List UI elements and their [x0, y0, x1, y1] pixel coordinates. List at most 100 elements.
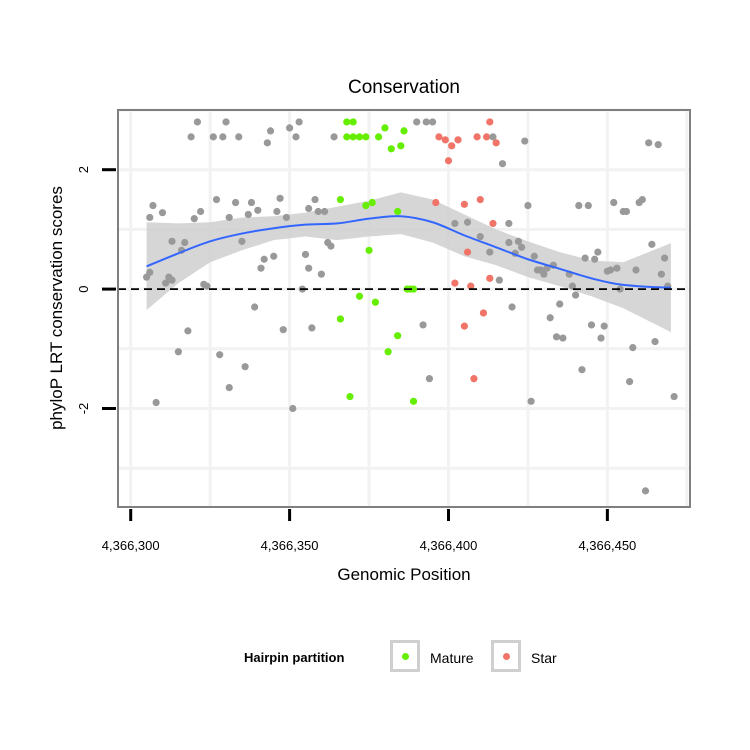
data-point-star — [460, 322, 468, 330]
data-point-other — [305, 264, 313, 272]
data-point-other — [168, 276, 176, 284]
data-point-other — [638, 195, 646, 204]
data-point-mature — [394, 207, 402, 216]
data-point-other — [505, 238, 513, 247]
data-point-other — [231, 198, 240, 207]
data-point-other — [266, 127, 275, 135]
data-point-other — [162, 279, 170, 287]
data-point-mature — [394, 332, 402, 340]
data-point-other — [197, 207, 205, 216]
data-point-other — [305, 204, 313, 213]
data-point-other — [146, 268, 154, 276]
data-point-star — [432, 198, 440, 207]
data-point-star — [492, 139, 500, 147]
data-point-star — [463, 248, 472, 256]
data-point-other — [600, 322, 608, 330]
data-point-other — [530, 252, 538, 260]
data-point-other — [219, 133, 227, 141]
data-point-other — [559, 334, 567, 342]
data-point-other — [505, 219, 513, 228]
data-point-star — [454, 136, 462, 144]
data-point-other — [279, 326, 287, 334]
data-point-other — [610, 198, 618, 207]
data-point-other — [308, 324, 316, 332]
data-point-other — [235, 133, 243, 141]
data-point-other — [225, 213, 233, 222]
data-point-star — [470, 375, 478, 383]
confidence-band — [146, 192, 671, 333]
data-point-mature — [384, 348, 392, 356]
x-tick-label: 4,366,300 — [102, 538, 160, 553]
legend: Hairpin partition Mature Star — [0, 640, 750, 680]
data-point-other — [184, 327, 192, 335]
legend-label-star: Star — [531, 650, 557, 666]
data-point-other — [451, 219, 459, 228]
data-point-star — [441, 136, 449, 144]
data-point-other — [591, 255, 599, 263]
data-point-other — [429, 118, 437, 126]
data-point-other — [613, 264, 621, 272]
data-point-star — [444, 157, 453, 165]
data-point-mature — [355, 133, 364, 141]
data-point-mature — [374, 133, 383, 141]
data-point-other — [540, 270, 548, 278]
data-point-mature — [365, 246, 373, 254]
data-point-mature — [397, 142, 405, 150]
data-point-other — [203, 282, 211, 290]
data-point-other — [517, 243, 526, 251]
data-point-other — [489, 133, 497, 141]
x-tick-label: 4,366,400 — [420, 538, 478, 553]
data-point-other — [425, 375, 434, 383]
data-point-other — [514, 237, 523, 245]
data-point-star — [479, 309, 488, 317]
legend-label-mature: Mature — [430, 650, 474, 666]
data-point-other — [654, 141, 662, 149]
data-point-other — [626, 378, 634, 386]
data-point-other — [508, 303, 516, 311]
data-point-other — [622, 207, 631, 216]
data-point-star — [476, 195, 484, 204]
data-point-other — [629, 344, 637, 352]
data-point-other — [301, 250, 310, 259]
data-point-other — [587, 321, 596, 329]
data-point-other — [498, 160, 507, 168]
data-point-other — [238, 237, 246, 245]
data-point-mature — [381, 124, 389, 132]
data-point-other — [257, 264, 265, 272]
panel-border — [117, 109, 691, 508]
data-point-other — [327, 242, 335, 250]
data-point-other — [419, 321, 427, 329]
data-point-other — [552, 333, 561, 341]
data-point-mature — [362, 133, 370, 141]
data-point-other — [295, 118, 303, 126]
data-point-mature — [343, 118, 351, 126]
data-point-star — [448, 142, 456, 150]
data-point-star — [489, 219, 497, 228]
data-point-mature — [362, 201, 370, 210]
data-point-other — [241, 363, 249, 371]
data-point-other — [616, 285, 624, 293]
legend-title: Hairpin partition — [244, 650, 345, 665]
data-point-other — [216, 351, 224, 359]
data-point-other — [556, 300, 564, 308]
data-point-mature — [409, 397, 418, 405]
data-point-mature — [409, 285, 418, 293]
data-point-other — [476, 232, 484, 241]
data-point-mature — [368, 198, 376, 207]
data-point-star — [451, 279, 459, 287]
data-point-other — [486, 248, 494, 256]
data-point-mature — [355, 292, 364, 300]
data-point-other — [422, 118, 430, 126]
data-point-mature — [349, 133, 357, 141]
data-point-other — [222, 118, 230, 126]
data-point-other — [282, 213, 291, 222]
legend-swatch-mature — [402, 653, 409, 660]
data-point-other — [572, 291, 580, 299]
data-point-mature — [346, 392, 354, 401]
data-point-other — [273, 207, 281, 216]
data-point-star — [486, 118, 494, 126]
data-point-other — [289, 404, 297, 413]
y-axis-title: phyloP LRT conservation scores — [47, 186, 66, 430]
data-point-other — [314, 207, 322, 216]
data-point-other — [317, 270, 325, 278]
